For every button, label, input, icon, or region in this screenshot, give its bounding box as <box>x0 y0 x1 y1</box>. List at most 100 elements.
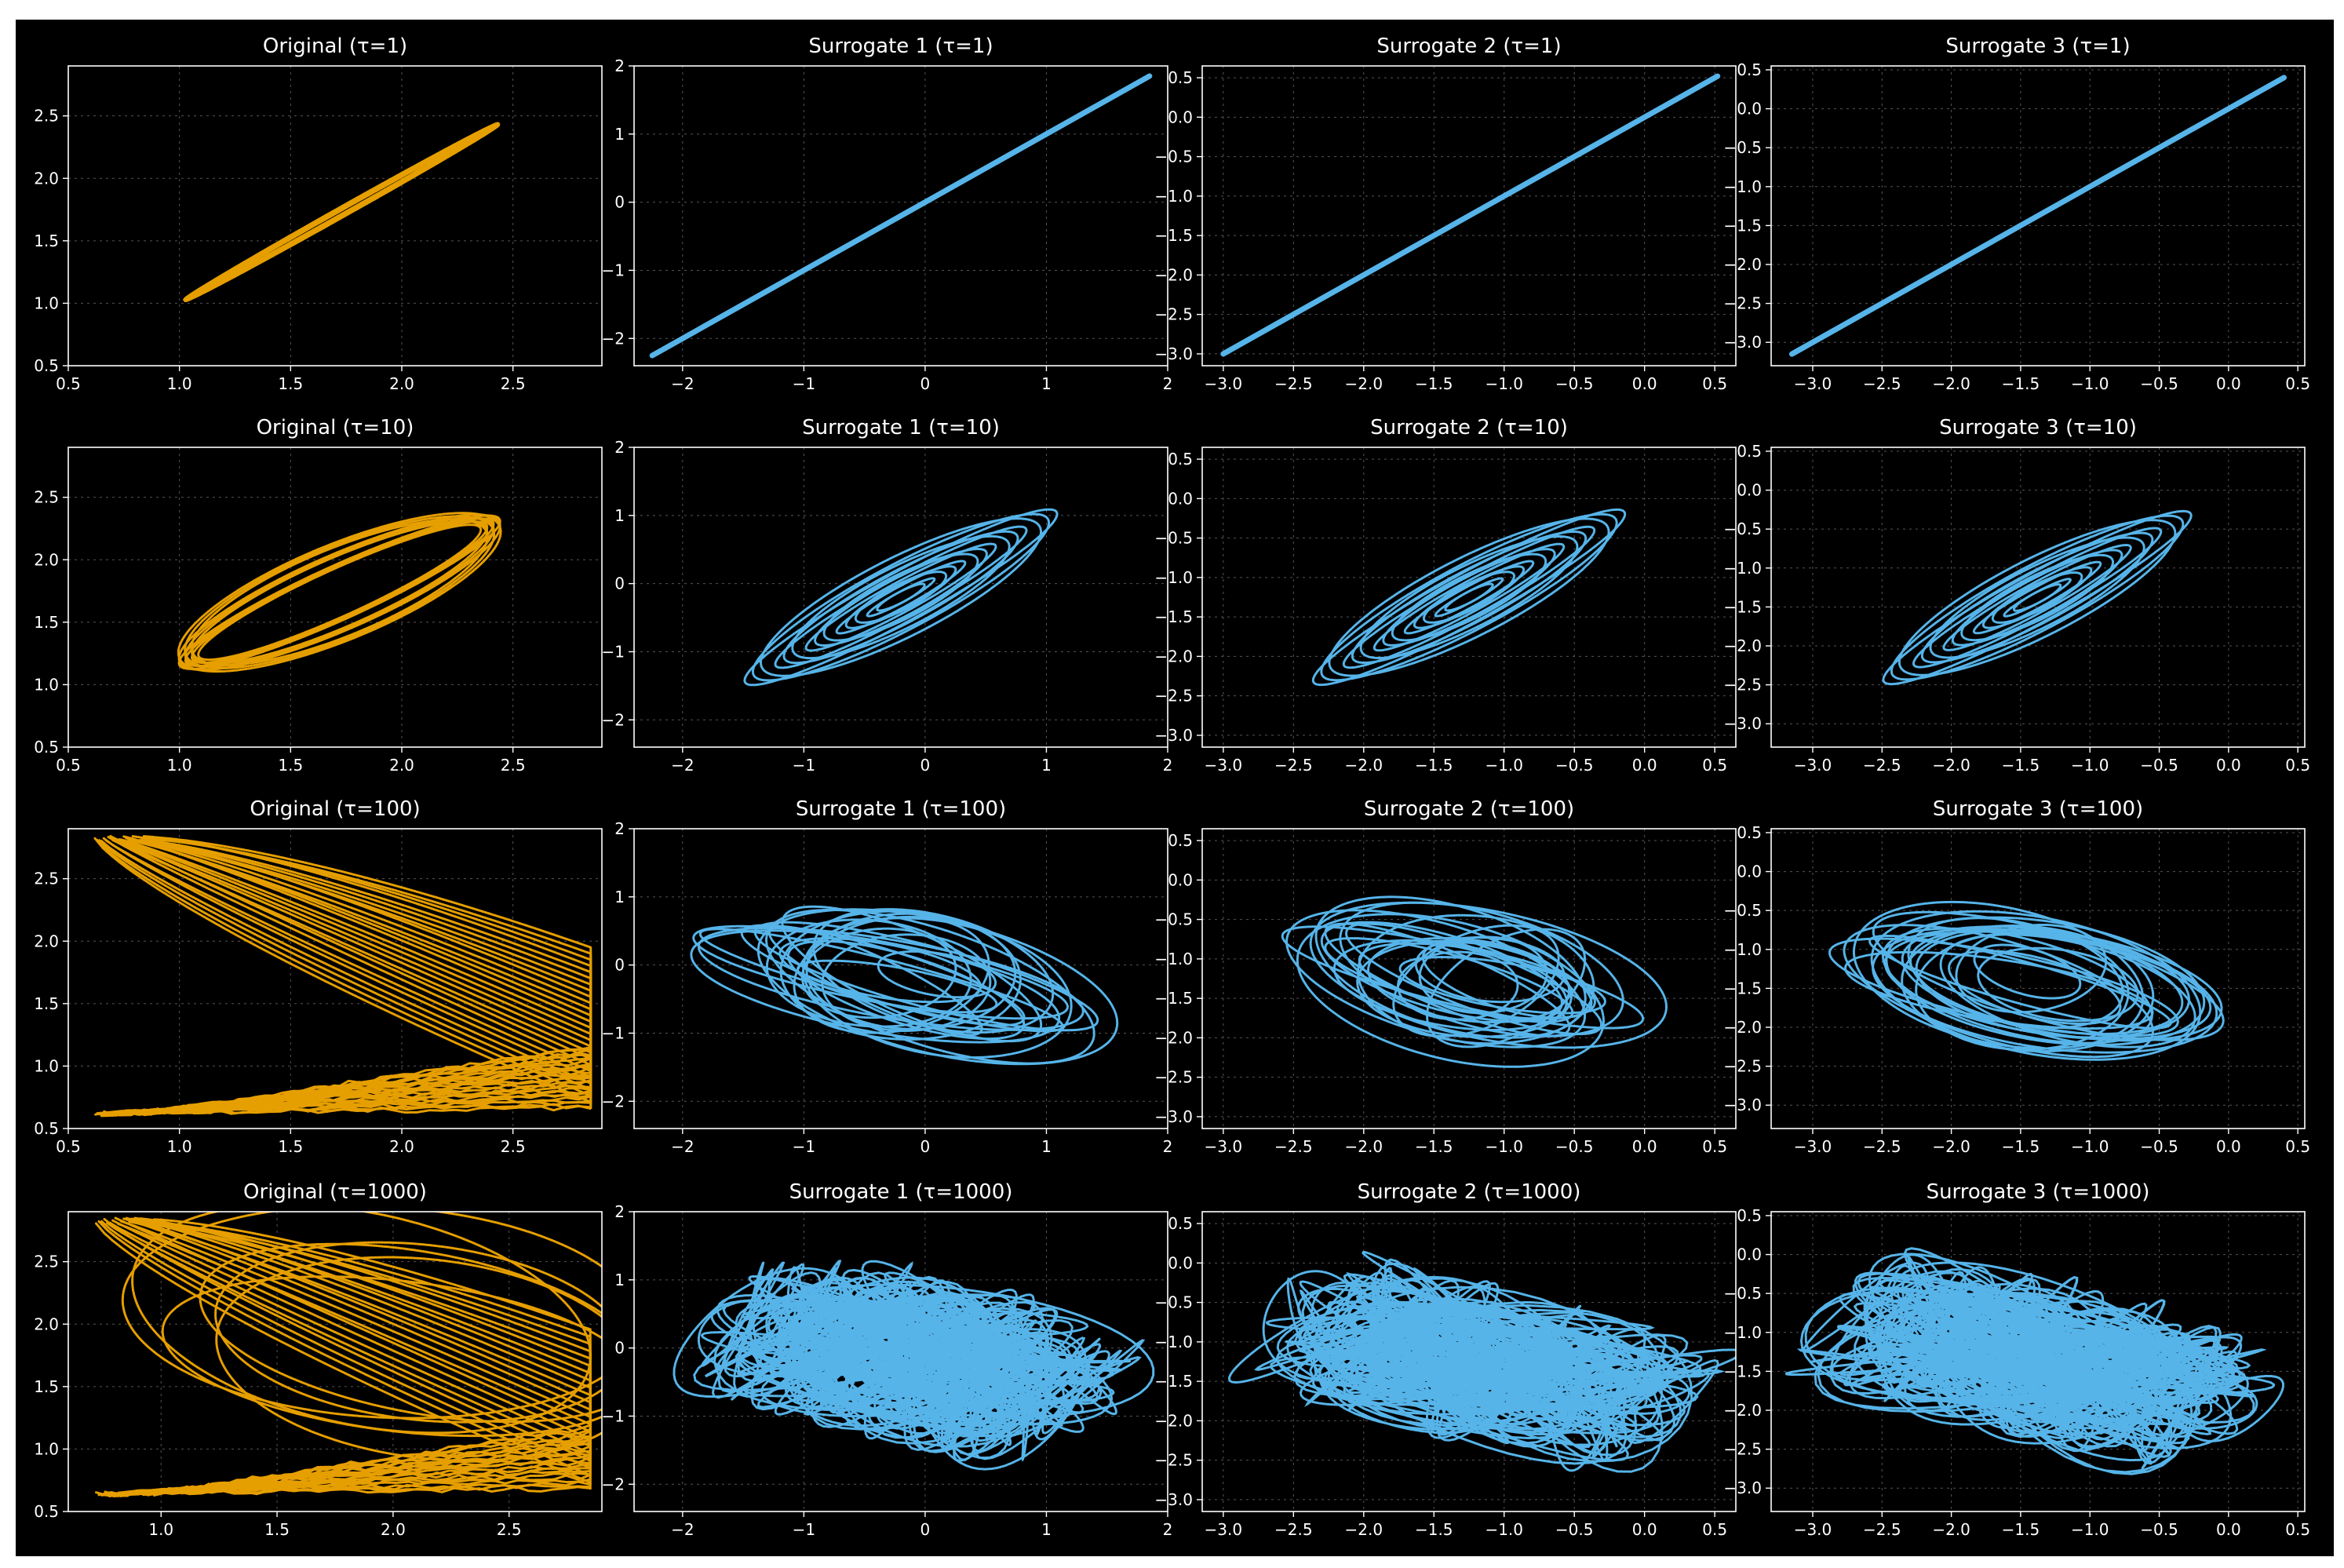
scatter-trace <box>822 552 979 642</box>
scatter-trace <box>821 933 992 1032</box>
x-tick-label: 0.5 <box>56 1137 81 1156</box>
x-tick-label: −2.0 <box>1345 374 1383 393</box>
scatter-trace <box>1951 549 2123 647</box>
scatter-trace <box>1311 508 1627 687</box>
x-tick-label: −2.5 <box>1863 1520 1901 1539</box>
y-tick-label: −2.0 <box>1723 255 1762 274</box>
y-tick-label: −1.0 <box>1723 940 1762 959</box>
scatter-trace <box>117 1223 592 1494</box>
scatter-trace <box>1960 553 2115 642</box>
scatter-series <box>649 73 1153 359</box>
y-tick-label: −0.5 <box>1723 1284 1762 1303</box>
x-tick-label: 2.0 <box>389 374 414 393</box>
x-tick-label: 0.5 <box>2285 756 2310 775</box>
y-tick-label: −1 <box>602 642 625 661</box>
scatter-trace <box>1789 75 2287 357</box>
scatter-trace <box>1444 582 1494 612</box>
scatter-trace <box>125 837 592 1116</box>
scatter-trace <box>197 523 483 662</box>
y-tick-label: 1.0 <box>34 1056 59 1075</box>
scatter-trace <box>108 1221 592 1498</box>
x-tick-label: −1.5 <box>1415 756 1453 775</box>
scatter-trace <box>692 924 1070 1020</box>
y-tick-label: −0.5 <box>1154 910 1193 929</box>
x-tick-label: −1 <box>793 1520 815 1539</box>
y-tick-label: −2.5 <box>1723 1057 1762 1076</box>
x-tick-label: 2.0 <box>389 1137 414 1156</box>
y-tick-label: −2.5 <box>1723 294 1762 313</box>
x-tick-label: −2.0 <box>1345 756 1383 775</box>
y-tick-label: 0.0 <box>1168 1253 1193 1272</box>
x-tick-label: 1.0 <box>167 1137 192 1156</box>
y-tick-label: −2.0 <box>1723 1401 1762 1420</box>
y-tick-label: −2.0 <box>1723 636 1762 655</box>
y-tick-label: −2.0 <box>1154 265 1193 284</box>
y-tick-label: 0 <box>614 956 625 975</box>
scatter-trace <box>1881 927 2153 1045</box>
x-tick-label: 0 <box>920 374 931 393</box>
x-tick-label: 0.5 <box>1702 1520 1727 1539</box>
y-tick-label: −0.5 <box>1154 148 1193 166</box>
y-tick-label: −2 <box>602 1092 625 1110</box>
scatter-series <box>1281 895 1668 1068</box>
y-tick-label: −3.0 <box>1723 1479 1762 1497</box>
x-tick-label: 0.5 <box>1702 1137 1727 1156</box>
y-tick-label: −2.0 <box>1154 647 1193 665</box>
y-tick-label: −1.0 <box>1154 568 1193 587</box>
y-tick-label: 0.5 <box>1737 823 1762 842</box>
scatter-trace <box>1339 901 1624 1037</box>
y-tick-label: 0.5 <box>1737 1206 1762 1225</box>
y-tick-label: 0.5 <box>1737 60 1762 79</box>
y-tick-label: −2.5 <box>1154 1068 1193 1087</box>
scatter-trace <box>161 1275 602 1438</box>
scatter-trace <box>114 837 592 1116</box>
x-tick-label: −0.5 <box>1555 1137 1594 1156</box>
y-tick-label: −1.0 <box>1723 559 1762 578</box>
scatter-trace <box>876 582 926 612</box>
x-tick-label: −1.0 <box>2071 374 2109 393</box>
y-tick-label: −1.5 <box>1723 1362 1762 1380</box>
x-tick-label: −0.5 <box>1555 374 1594 393</box>
scatter-trace <box>1991 571 2083 624</box>
y-tick-label: 1.5 <box>34 1377 59 1396</box>
scatter-trace <box>1351 531 1588 664</box>
x-tick-label: −3.0 <box>1794 756 1832 775</box>
subplot-title: Surrogate 3 (τ=1) <box>1945 35 2130 58</box>
scatter-trace <box>1403 560 1535 635</box>
scatter-trace <box>711 1263 1086 1463</box>
scatter-trace <box>1309 1274 1703 1457</box>
subplot-title: Surrogate 2 (τ=1000) <box>1358 1180 1581 1204</box>
scatter-trace <box>840 1268 992 1426</box>
scatter-trace <box>1414 936 1566 1004</box>
scatter-trace <box>768 925 983 1037</box>
y-tick-label: −1.5 <box>1154 607 1193 626</box>
subplot-0-1: −2 −1 0 1 2 −2 −1 0 1 2 Surrogate 1 (τ=1) <box>602 35 1173 393</box>
y-tick-label: −1.5 <box>1723 979 1762 997</box>
x-tick-label: −2.0 <box>1345 1520 1383 1539</box>
x-tick-label: 2 <box>1163 756 1173 775</box>
subplot-2-3: −3.0 −2.5 −2.0 −1.5 −1.0 −0.5 0.0 0.5 −3.0 −2.5 −2… <box>1723 797 2310 1156</box>
scatter-trace <box>1939 933 2196 1048</box>
scatter-trace <box>751 512 1051 682</box>
x-tick-label: −2.5 <box>1863 1137 1901 1156</box>
scatter-trace <box>1960 1338 2149 1367</box>
y-tick-label: 2.0 <box>34 932 59 950</box>
y-tick-label: 0.5 <box>1737 442 1762 461</box>
x-tick-label: −1.5 <box>2002 1137 2040 1156</box>
scatter-trace <box>753 921 1099 1032</box>
scatter-series <box>93 835 592 1118</box>
scatter-trace <box>698 928 1064 1033</box>
scatter-trace <box>184 516 495 669</box>
x-tick-label: 0.0 <box>2216 756 2241 775</box>
y-tick-label: −3.0 <box>1154 1490 1193 1509</box>
x-tick-label: −1 <box>793 756 815 775</box>
scatter-trace <box>127 839 592 1117</box>
axes-frame <box>1770 828 2306 1129</box>
y-tick-label: −3.0 <box>1723 714 1762 733</box>
x-tick-label: −2.0 <box>1932 374 1970 393</box>
scatter-trace <box>844 1304 1037 1408</box>
y-tick-label: −1.5 <box>1154 1372 1193 1391</box>
scatter-trace <box>2012 583 2062 612</box>
y-tick-label: 1.0 <box>34 294 59 312</box>
scatter-trace <box>1942 543 2132 651</box>
